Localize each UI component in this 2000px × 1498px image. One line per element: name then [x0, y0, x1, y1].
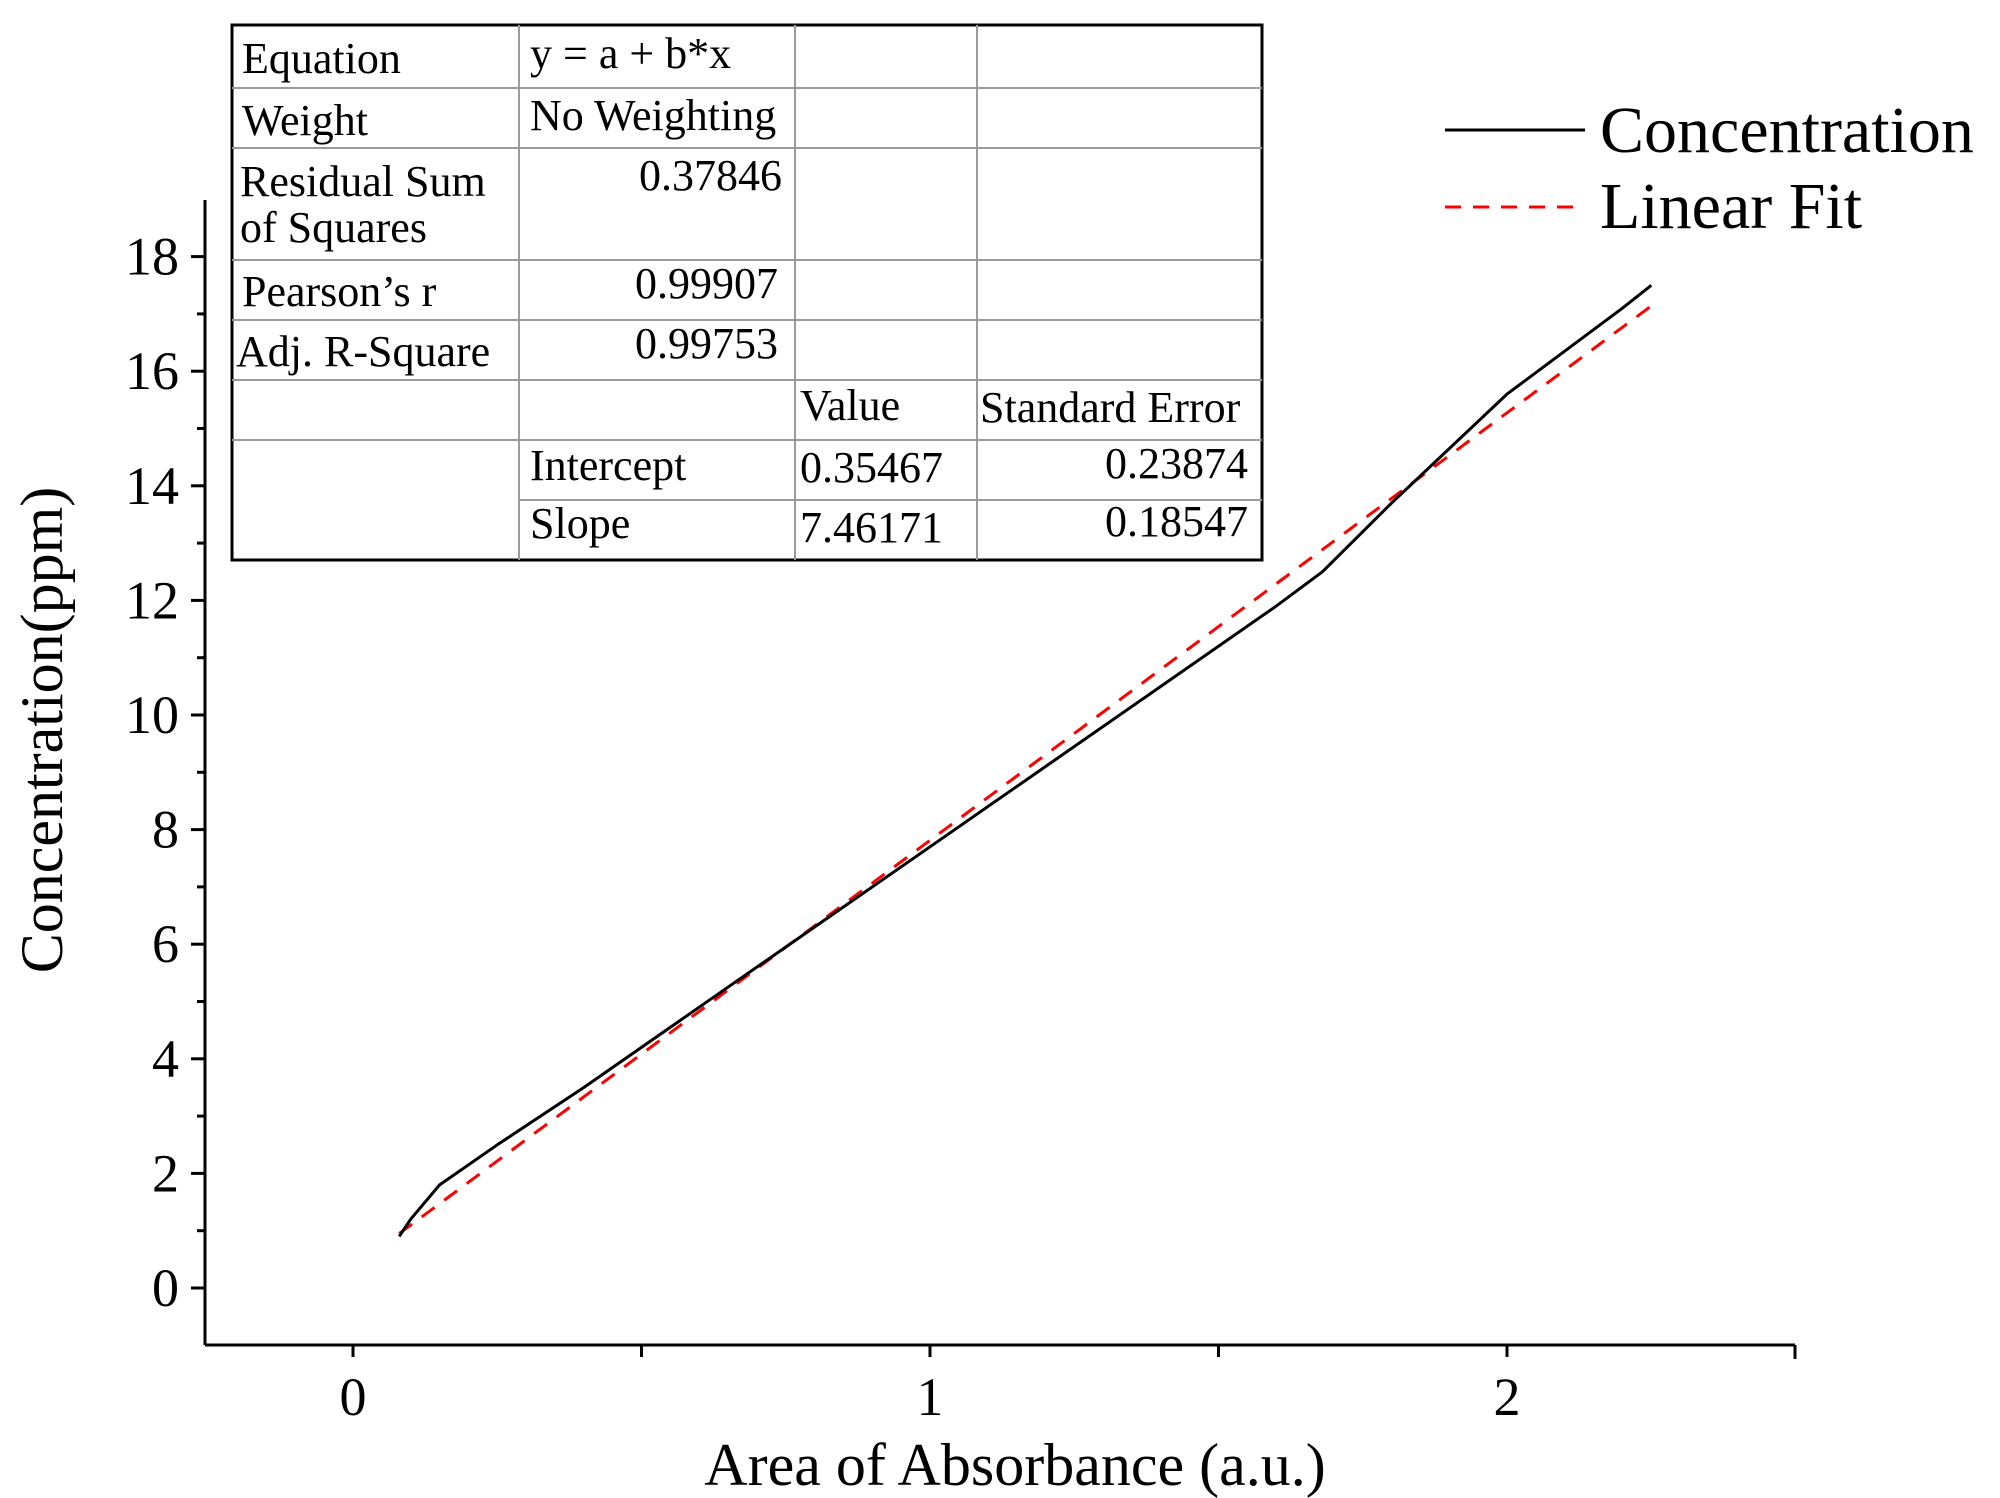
fit-table-adjr2-label: Adj. R-Square — [236, 327, 490, 376]
y-tick-label: 10 — [125, 685, 179, 745]
fit-table-rss-label-line2: of Squares — [240, 203, 427, 252]
fit-table-rss-label-line1: Residual Sum — [240, 157, 486, 206]
fit-table-weight-value: No Weighting — [530, 91, 776, 140]
y-tick-label: 6 — [152, 914, 179, 974]
fit-table-rss-value: 0.37846 — [639, 151, 782, 200]
legend: Concentration Linear Fit — [1445, 94, 1974, 243]
y-tick-label: 2 — [152, 1143, 179, 1203]
fit-table-intercept-label: Intercept — [530, 441, 686, 490]
y-tick-label: 14 — [125, 456, 179, 516]
series-line-concentration — [397, 284, 1653, 1238]
fit-table: Equation y = a + b*x Weight No Weighting… — [230, 23, 1264, 562]
x-ticks: 0 1 2 — [340, 1345, 1521, 1427]
y-tick-label: 18 — [125, 227, 179, 287]
fit-table-equation-label: Equation — [242, 34, 401, 83]
series-line-linear-fit — [398, 304, 1653, 1235]
fit-table-pearson-label: Pearson’s r — [242, 267, 437, 316]
legend-concentration-label: Concentration — [1600, 94, 1974, 167]
y-ticks: 0 2 4 6 8 10 12 14 16 18 — [125, 227, 205, 1318]
series-layer — [397, 284, 1653, 1238]
fit-table-header-error: Standard Error — [980, 383, 1241, 432]
fit-table-equation-value: y = a + b*x — [530, 29, 731, 78]
fit-table-adjr2-value: 0.99753 — [635, 319, 778, 368]
y-axis-title: Concentration(ppm) — [9, 487, 75, 974]
x-tick-label: 0 — [340, 1367, 367, 1427]
fit-table-background — [230, 23, 1264, 562]
fit-table-intercept-value: 0.35467 — [800, 443, 943, 492]
y-tick-label: 12 — [125, 570, 179, 630]
x-axis-title: Area of Absorbance (a.u.) — [704, 1432, 1325, 1498]
fit-table-slope-error: 0.18547 — [1105, 497, 1248, 546]
y-tick-label: 16 — [125, 341, 179, 401]
fit-table-grid — [232, 25, 1262, 560]
fit-table-header-value: Value — [800, 381, 900, 430]
x-tick-label: 1 — [917, 1367, 944, 1427]
fit-table-slope-value: 7.46171 — [800, 503, 943, 552]
fit-table-slope-label: Slope — [530, 499, 630, 548]
y-tick-label: 4 — [152, 1029, 179, 1089]
legend-linear-fit-label: Linear Fit — [1600, 170, 1862, 243]
y-tick-label: 0 — [152, 1258, 179, 1318]
fit-table-intercept-error: 0.23874 — [1105, 439, 1248, 488]
x-tick-label: 2 — [1494, 1367, 1521, 1427]
fit-table-pearson-value: 0.99907 — [635, 259, 778, 308]
fit-table-weight-label: Weight — [242, 96, 368, 145]
y-tick-label: 8 — [152, 800, 179, 860]
